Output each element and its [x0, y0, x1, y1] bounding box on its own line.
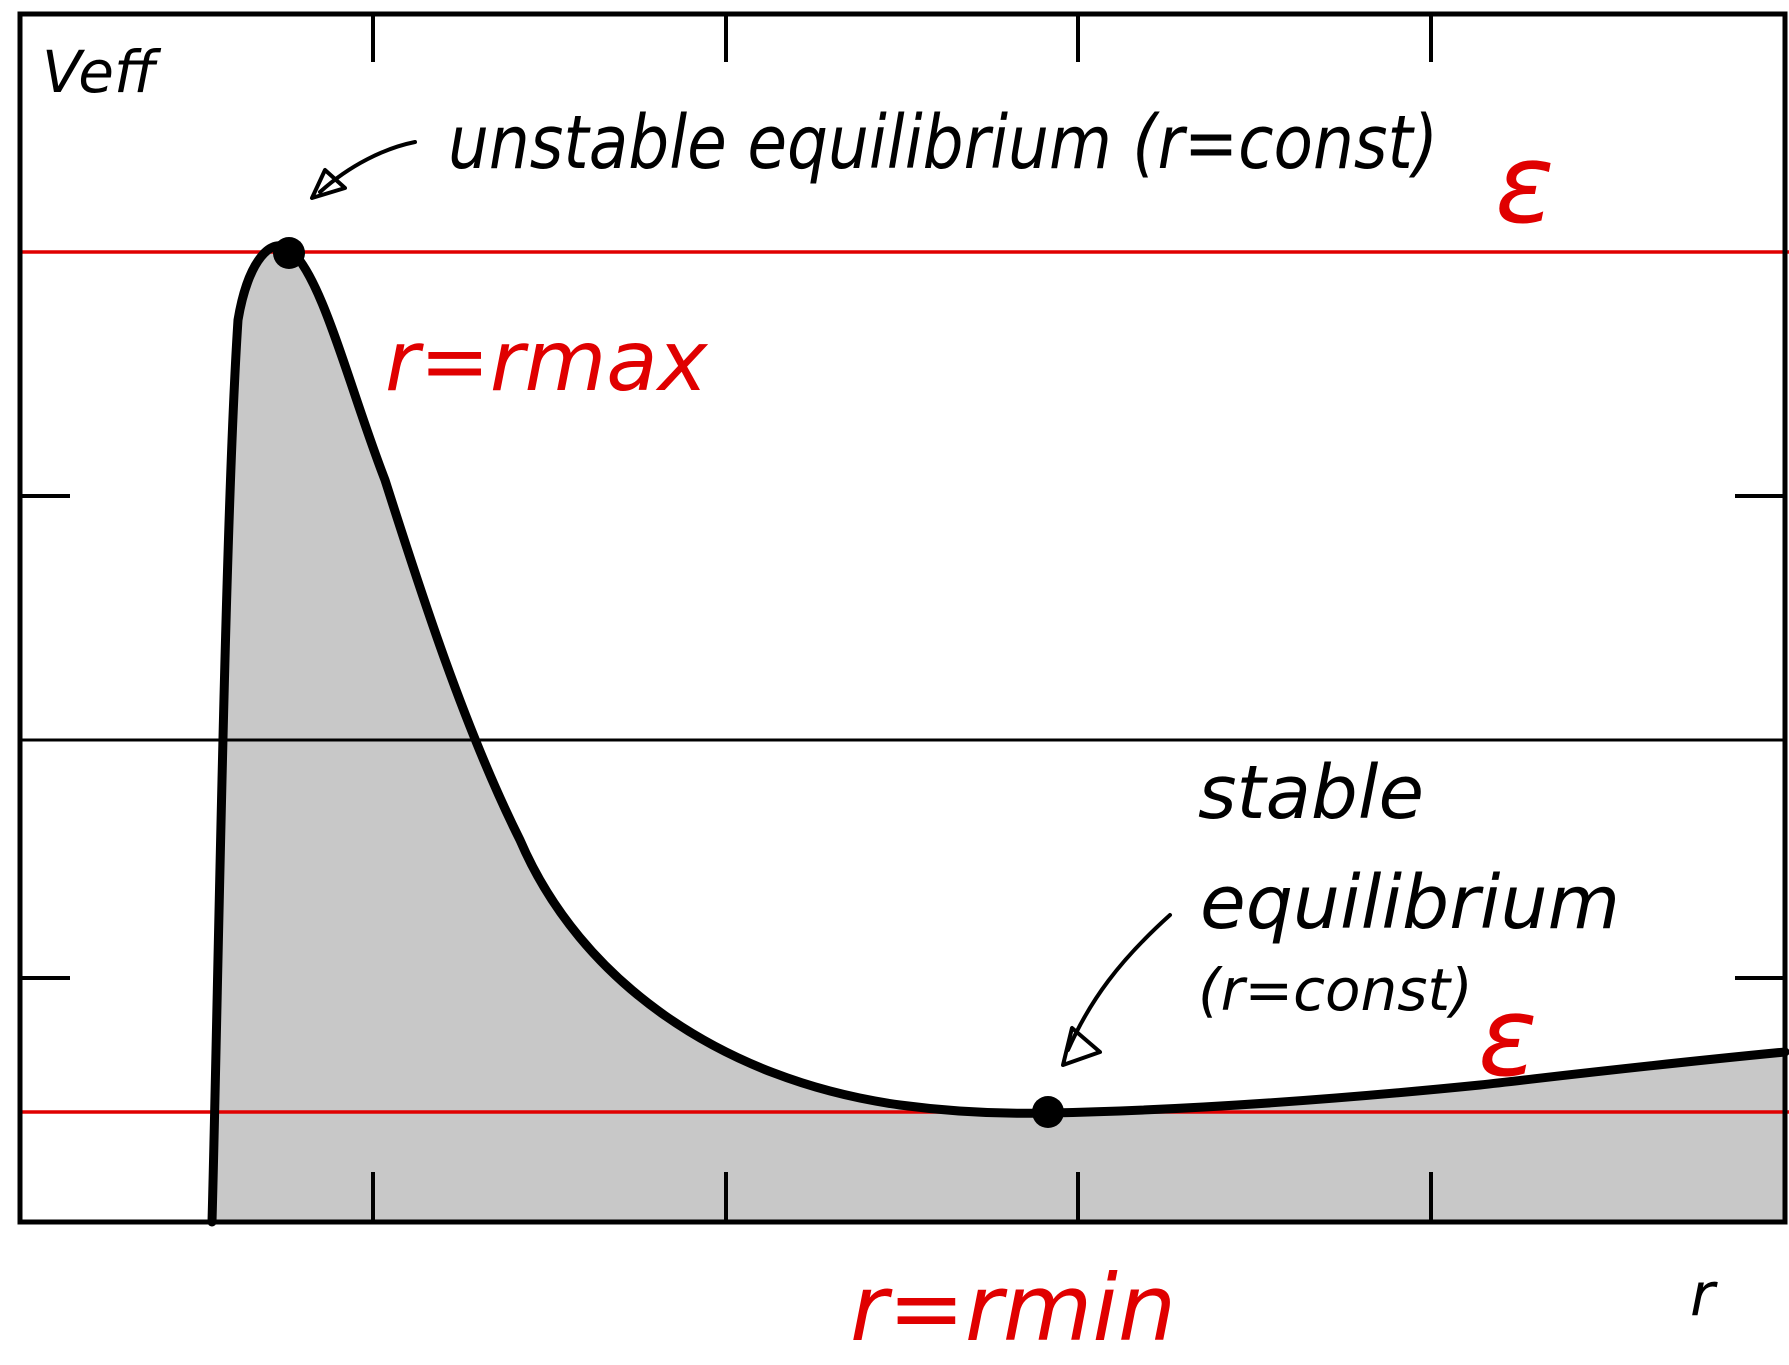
tick-marks	[20, 14, 1785, 1222]
plot-frame	[17, 11, 1788, 1225]
stable-label-line3: (r=const)	[1198, 956, 1473, 1024]
unstable-arrow	[310, 140, 417, 200]
stable-label-line2: equilibrium	[1200, 860, 1620, 946]
r-min-label: r=rmin	[850, 1255, 1176, 1362]
stable-arrow	[1061, 913, 1172, 1067]
unstable-equilibrium-point	[273, 237, 305, 269]
stable-equilibrium-point	[1032, 1096, 1064, 1128]
y-axis-label: Veff	[42, 38, 162, 106]
stable-label-line1: stable	[1198, 750, 1424, 836]
potential-curve	[207, 241, 1789, 1227]
unstable-equilibrium-label: unstable equilibrium (r=const)	[448, 100, 1438, 186]
r-max-label: r=rmax	[385, 312, 709, 410]
energy-label-top: ε	[1495, 120, 1554, 248]
x-axis-label: r	[1690, 1260, 1718, 1330]
energy-label-bottom: ε	[1478, 973, 1537, 1101]
potential-fill	[212, 245, 1785, 1223]
